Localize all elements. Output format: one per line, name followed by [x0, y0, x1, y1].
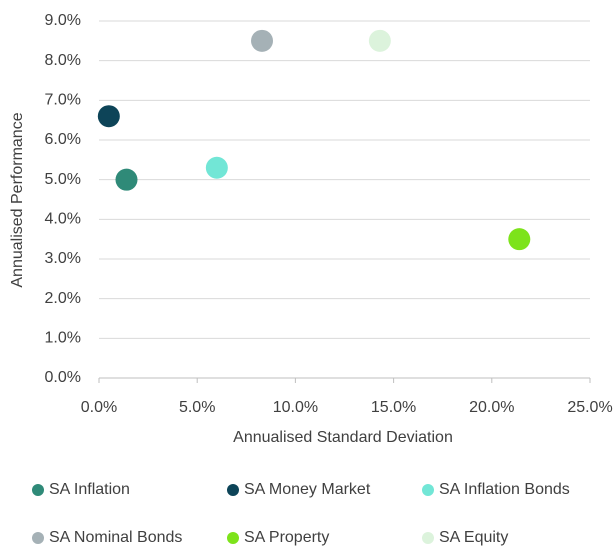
- y-tick-label: 3.0%: [45, 250, 81, 267]
- scatter-point: [115, 168, 138, 191]
- scatter-point: [368, 29, 391, 52]
- y-axis-title: Annualised Performance: [9, 112, 26, 287]
- x-tick-label: 0.0%: [81, 399, 117, 416]
- scatter-point: [251, 29, 274, 52]
- y-tick-label: 2.0%: [45, 290, 81, 307]
- x-tick-label: 5.0%: [179, 399, 215, 416]
- legend-marker: [32, 484, 44, 496]
- scatter-point: [508, 228, 531, 251]
- y-tick-label: 9.0%: [45, 12, 81, 29]
- legend-marker: [422, 484, 434, 496]
- legend-marker: [227, 484, 239, 496]
- legend-marker: [422, 532, 434, 544]
- y-tick-label: 7.0%: [45, 92, 81, 109]
- y-tick-label: 8.0%: [45, 52, 81, 69]
- x-tick-label: 20.0%: [469, 399, 514, 416]
- x-axis-title: Annualised Standard Deviation: [233, 429, 453, 446]
- legend-label: SA Money Market: [244, 481, 371, 498]
- y-tick-label: 4.0%: [45, 211, 81, 228]
- x-tick-label: 10.0%: [273, 399, 318, 416]
- legend-label: SA Nominal Bonds: [49, 529, 182, 546]
- legend-label: SA Property: [244, 529, 329, 546]
- legend-label: SA Equity: [439, 529, 508, 546]
- scatter-point: [205, 156, 228, 179]
- legend-label: SA Inflation: [49, 481, 130, 498]
- y-tick-label: 6.0%: [45, 131, 81, 148]
- y-tick-label: 0.0%: [45, 369, 81, 386]
- x-tick-label: 25.0%: [567, 399, 612, 416]
- legend-label: SA Inflation Bonds: [439, 481, 570, 498]
- legend-marker: [227, 532, 239, 544]
- legend-marker: [32, 532, 44, 544]
- scatter-point: [97, 105, 120, 128]
- y-tick-label: 5.0%: [45, 171, 81, 188]
- x-tick-label: 15.0%: [371, 399, 416, 416]
- y-tick-label: 1.0%: [45, 330, 81, 347]
